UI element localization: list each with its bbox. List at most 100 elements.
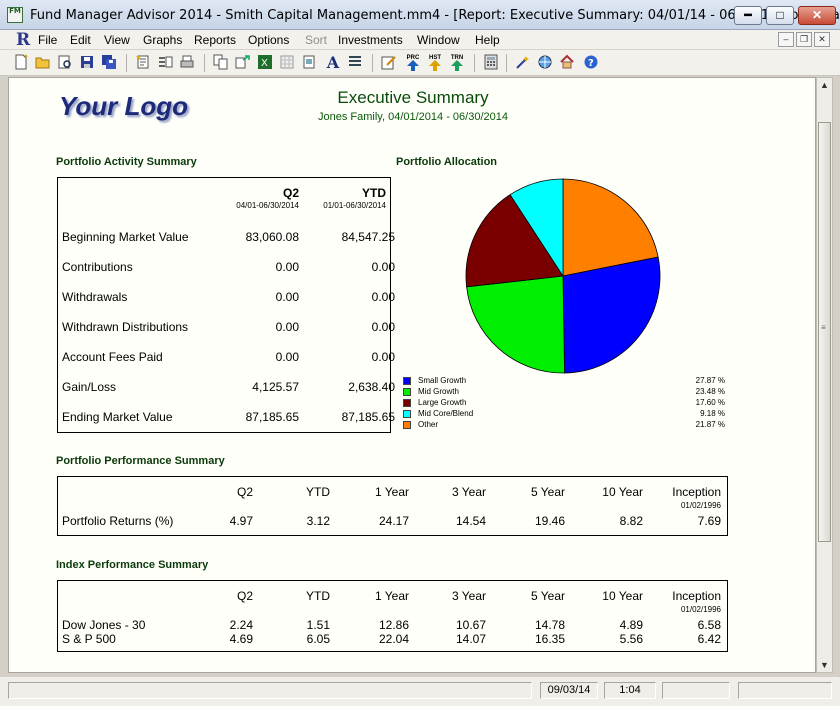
index-row-value: 4.89 xyxy=(619,618,643,632)
activity-row-ytd: 87,185.65 xyxy=(341,410,395,424)
vertical-scrollbar[interactable]: ▲ ≡ ▼ xyxy=(816,77,833,673)
menu-graphs[interactable]: Graphs xyxy=(143,33,183,47)
spreadsheet-icon[interactable]: X xyxy=(256,54,274,71)
grid-icon[interactable] xyxy=(278,54,296,71)
app-icon[interactable]: FM xyxy=(7,7,23,23)
legend-value: 23.48 % xyxy=(695,387,725,396)
index-row-value: 6.42 xyxy=(697,632,721,646)
company-logo: Your Logo xyxy=(59,91,189,121)
legend-swatch xyxy=(403,399,411,407)
child-minimize-icon: – xyxy=(783,34,789,44)
menu-view[interactable]: View xyxy=(104,33,130,47)
performance-col-header: 5 Year xyxy=(530,485,565,499)
activity-row-ytd: 0.00 xyxy=(371,260,395,274)
child-minimize-button[interactable]: – xyxy=(778,32,794,47)
performance-row-value: 4.97 xyxy=(229,514,253,528)
page-icon[interactable] xyxy=(300,54,318,71)
maximize-button[interactable]: □ xyxy=(766,6,794,25)
activity-row-label: Withdrawals xyxy=(62,290,128,304)
scrollbar-thumb[interactable]: ≡ xyxy=(818,122,831,542)
report-edit-icon[interactable] xyxy=(156,54,174,71)
pie-slice-mid-growth xyxy=(466,275,565,374)
activity-row-q2: 0.00 xyxy=(275,260,299,274)
home-icon[interactable] xyxy=(558,54,576,71)
activity-row-label: Gain/Loss xyxy=(62,380,117,394)
calculator-icon[interactable] xyxy=(482,54,500,71)
activity-row-label: Withdrawn Distributions xyxy=(62,320,189,334)
trn-label: TRN xyxy=(450,55,464,61)
index-col-header: YTD xyxy=(306,589,330,603)
child-restore-button[interactable]: ❐ xyxy=(796,32,812,47)
menu-file[interactable]: File xyxy=(38,33,58,47)
legend-value: 21.87 % xyxy=(695,420,725,429)
app-menu-logo[interactable]: R xyxy=(16,30,31,50)
menu-investments[interactable]: Investments xyxy=(338,33,403,47)
menu-help[interactable]: Help xyxy=(475,33,500,47)
scroll-up-icon[interactable]: ▲ xyxy=(820,80,829,90)
pie-slice-mid-core-blend xyxy=(509,178,564,278)
toolbar-separator xyxy=(506,54,507,72)
child-close-button[interactable]: ✕ xyxy=(814,32,830,47)
index-row-value: 14.07 xyxy=(455,632,486,646)
menu-edit[interactable]: Edit xyxy=(70,33,91,47)
toolbar-separator xyxy=(372,54,373,72)
report-icon[interactable] xyxy=(134,54,152,71)
report-subtitle: Jones Family, 04/01/2014 - 06/30/2014 xyxy=(318,111,508,123)
help-icon[interactable]: ? xyxy=(582,54,600,71)
index-row-value: 2.24 xyxy=(229,618,253,632)
status-time: 1:04 xyxy=(604,682,656,699)
report-title: Executive Summary xyxy=(337,88,489,107)
trn-icon[interactable]: TRN xyxy=(448,54,466,71)
index-row-value: 6.05 xyxy=(306,632,330,646)
activity-row-q2: 0.00 xyxy=(275,350,299,364)
list-icon[interactable] xyxy=(346,54,364,71)
edit-icon[interactable] xyxy=(380,54,398,71)
new-icon[interactable] xyxy=(12,54,30,71)
print-icon[interactable] xyxy=(178,54,196,71)
export-icon[interactable] xyxy=(234,54,252,71)
close-button[interactable]: ✕ xyxy=(798,6,836,25)
activity-row-label: Beginning Market Value xyxy=(62,230,189,244)
index-row-value: 6.58 xyxy=(697,618,721,632)
activity-row-ytd: 2,638.40 xyxy=(348,380,395,394)
save-all-icon[interactable] xyxy=(100,54,118,71)
activity-row-ytd: 0.00 xyxy=(371,320,395,334)
hst-icon[interactable]: HST xyxy=(426,54,444,71)
open-icon[interactable] xyxy=(34,54,52,71)
copy-icon[interactable] xyxy=(212,54,230,71)
performance-col-header: 10 Year xyxy=(602,485,643,499)
minimize-button[interactable]: ━ xyxy=(734,6,762,25)
performance-table: Q2 YTD 1 Year 3 Year 5 Year 10 Year Inception 0… xyxy=(57,476,728,536)
index-col-header: Q2 xyxy=(236,589,253,603)
index-col-header: 10 Year xyxy=(602,589,643,603)
performance-row-label: Portfolio Returns (%) xyxy=(62,514,174,528)
menu-bar: R File Edit View Graphs Reports Options … xyxy=(0,30,840,50)
index-table: Q2 YTD 1 Year 3 Year 5 Year 10 Year Inception 0… xyxy=(57,580,728,652)
activity-col-q2: Q2 xyxy=(282,186,299,200)
print-preview-icon[interactable] xyxy=(56,54,74,71)
menu-sort[interactable]: Sort xyxy=(305,33,328,47)
save-icon[interactable] xyxy=(78,54,96,71)
prc-icon[interactable]: PRC xyxy=(404,54,422,71)
menu-reports[interactable]: Reports xyxy=(194,33,237,47)
network-icon[interactable] xyxy=(536,54,554,71)
index-inception-date: 01/02/1996 xyxy=(680,605,721,614)
legend-label: Small Growth xyxy=(418,376,467,385)
performance-col-header: 3 Year xyxy=(451,485,486,499)
font-icon[interactable]: A xyxy=(326,53,340,72)
index-row-value: 14.78 xyxy=(534,618,565,632)
menu-options[interactable]: Options xyxy=(248,33,290,47)
activity-row-q2: 0.00 xyxy=(275,290,299,304)
legend-label: Mid Growth xyxy=(418,387,459,396)
allocation-heading: Portfolio Allocation xyxy=(396,156,498,168)
scroll-down-icon[interactable]: ▼ xyxy=(820,660,829,670)
index-col-header: Inception xyxy=(672,589,721,603)
legend-value: 17.60 % xyxy=(695,398,725,407)
legend-value: 9.18 % xyxy=(700,409,725,418)
performance-row-value: 8.82 xyxy=(619,514,643,528)
menu-window[interactable]: Window xyxy=(417,33,460,47)
wizard-icon[interactable] xyxy=(514,54,532,71)
status-date: 09/03/14 xyxy=(540,682,598,699)
activity-row-label: Contributions xyxy=(62,260,133,274)
legend-label: Large Growth xyxy=(418,398,467,407)
